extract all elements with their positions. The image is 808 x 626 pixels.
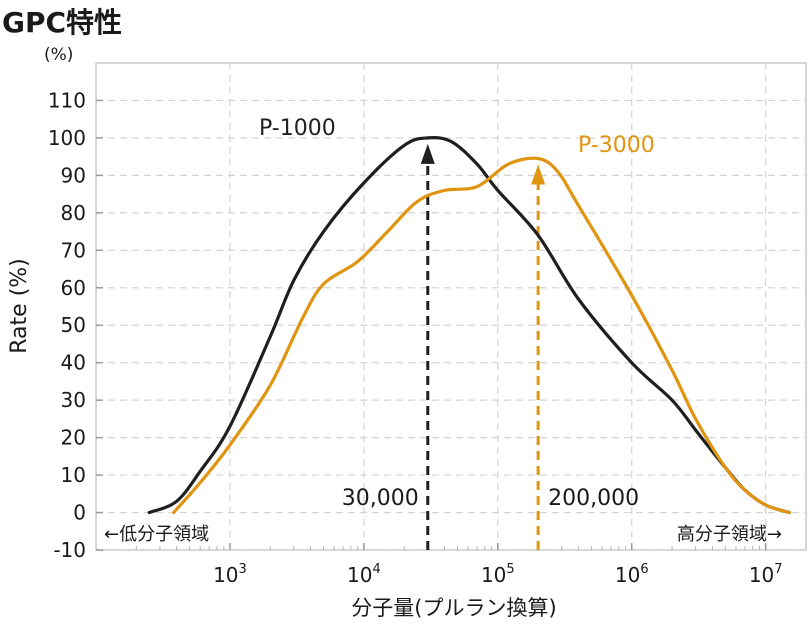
y-axis-ticks: -10 0 10 20 30 40 50 60 70 80 90 100 110 (48, 88, 103, 562)
peak-value-label: 30,000 (342, 486, 419, 511)
y-tick-label: 70 (61, 238, 86, 262)
y-tick-label: 80 (61, 201, 86, 225)
x-axis-ticks: 103 104 105 106 107 (135, 543, 783, 587)
series-label-p3000: P-3000 (578, 133, 655, 158)
grid-lines (96, 63, 806, 551)
series-label-p1000: P-1000 (259, 116, 336, 141)
high-region-label: 高分子領域→ (677, 524, 782, 545)
y-tick-label: 50 (61, 313, 86, 337)
x-tick-label: 104 (347, 562, 381, 587)
y-tick-label: 90 (61, 163, 86, 187)
y-tick-label: 60 (61, 276, 86, 300)
peak-annotations: 30,000 200,000 (342, 143, 639, 550)
series-line-p3000 (172, 156, 791, 515)
y-tick-label: 100 (48, 126, 86, 150)
series-labels: P-1000 P-3000 (259, 116, 655, 158)
y-tick-label: -10 (53, 538, 86, 562)
y-tick-label: 30 (61, 388, 86, 412)
low-region-label: ←低分子領域 (104, 524, 209, 545)
y-tick-label: 0 (73, 501, 86, 525)
y-axis-title: Rate (%) (7, 258, 32, 354)
y-tick-label: 40 (61, 351, 86, 375)
y-tick-label: 10 (61, 463, 86, 487)
plot-area (95, 62, 807, 551)
chart-title: GPC特性 (2, 6, 122, 39)
y-tick-label: 110 (48, 88, 86, 112)
series-lines (147, 136, 791, 515)
peak-arrow-head (420, 143, 435, 164)
y-tick-label: 20 (61, 426, 86, 450)
peak-arrow-head (531, 164, 546, 185)
x-tick-label: 106 (615, 562, 649, 587)
y-unit-label: (%) (44, 45, 73, 65)
peak-value-label: 200,000 (548, 486, 639, 511)
x-axis-title: 分子量(プルラン換算) (351, 596, 556, 620)
x-tick-label: 105 (481, 562, 515, 587)
x-tick-label: 103 (213, 562, 247, 587)
series-line-p1000 (147, 136, 791, 515)
x-tick-label: 107 (749, 562, 783, 587)
